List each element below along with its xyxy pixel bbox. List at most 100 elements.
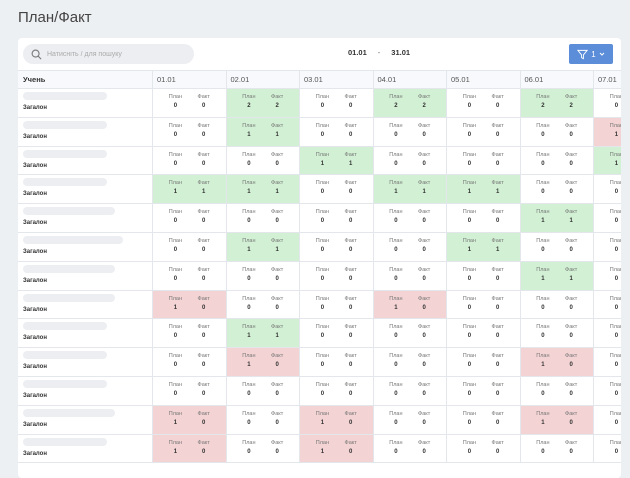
column-header-day[interactable]: 07.01 — [593, 71, 621, 88]
filter-button[interactable]: 1 — [569, 44, 613, 64]
day-cell[interactable]: План 1 Факт 0 — [152, 434, 226, 463]
day-cell[interactable]: План 2 Факт 2 — [372, 89, 446, 117]
student-cell[interactable]: Загалон — [18, 233, 152, 261]
column-header-day[interactable]: 01.01 — [152, 71, 226, 88]
column-header-student[interactable]: Учень — [23, 75, 46, 84]
day-cell[interactable]: План 2 Факт 2 — [519, 89, 593, 117]
search-box[interactable] — [23, 44, 194, 64]
day-cell[interactable]: План 1 Факт 0 — [152, 405, 226, 434]
date-from[interactable]: 01.01 — [348, 48, 367, 57]
day-cell[interactable]: План 1 Факт 0 — [152, 290, 226, 319]
student-cell[interactable]: Загалон — [18, 204, 152, 232]
day-cell[interactable]: План 1 Факт 0 — [225, 348, 299, 376]
student-cell[interactable]: Загалон — [18, 291, 152, 319]
day-cell[interactable]: План 1 Факт 1 — [299, 146, 373, 175]
day-cell[interactable]: План 1 Факт 0 — [519, 348, 593, 376]
day-cell[interactable]: План 1 Факт 1 — [372, 175, 446, 204]
student-cell[interactable]: Загалон — [18, 348, 152, 376]
day-cell[interactable]: План 1 Факт 0 — [299, 434, 373, 463]
student-cell[interactable]: Загалон — [18, 406, 152, 434]
student-cell[interactable]: Загалон — [18, 118, 152, 146]
date-range[interactable]: 01.01 - 31.01 — [348, 48, 410, 57]
day-cell[interactable]: План 1 Факт 1 — [225, 175, 299, 204]
day-cell[interactable]: План 2 Факт 2 — [225, 89, 299, 117]
student-cell[interactable]: Загалон — [18, 319, 152, 347]
search-input[interactable] — [47, 50, 187, 58]
day-cell[interactable]: План 1 Факт 0 — [519, 405, 593, 434]
column-header-day[interactable]: 02.01 — [225, 71, 300, 88]
student-cell[interactable]: Загалон — [18, 175, 152, 203]
student-cell[interactable]: Загалон — [18, 435, 152, 463]
day-cell[interactable]: План 1 Факт 1 — [519, 204, 593, 232]
day-cell[interactable]: План 1 Факт 1 — [225, 232, 299, 261]
day-cell[interactable]: План 1 Факт 1 — [225, 319, 299, 348]
day-cell[interactable]: План 1 Факт 1 — [446, 232, 520, 261]
date-to[interactable]: 31.01 — [391, 48, 411, 57]
day-cell[interactable]: План 1 Факт 0 — [372, 290, 446, 319]
day-cell[interactable]: План 1 Факт 1 — [446, 175, 520, 204]
day-cell[interactable]: План 1 Факт 1 — [152, 175, 226, 204]
student-cell[interactable]: Загалон — [18, 262, 152, 290]
column-header-day[interactable]: 05.01 — [446, 71, 520, 88]
student-cell[interactable]: Загалон — [18, 147, 152, 175]
